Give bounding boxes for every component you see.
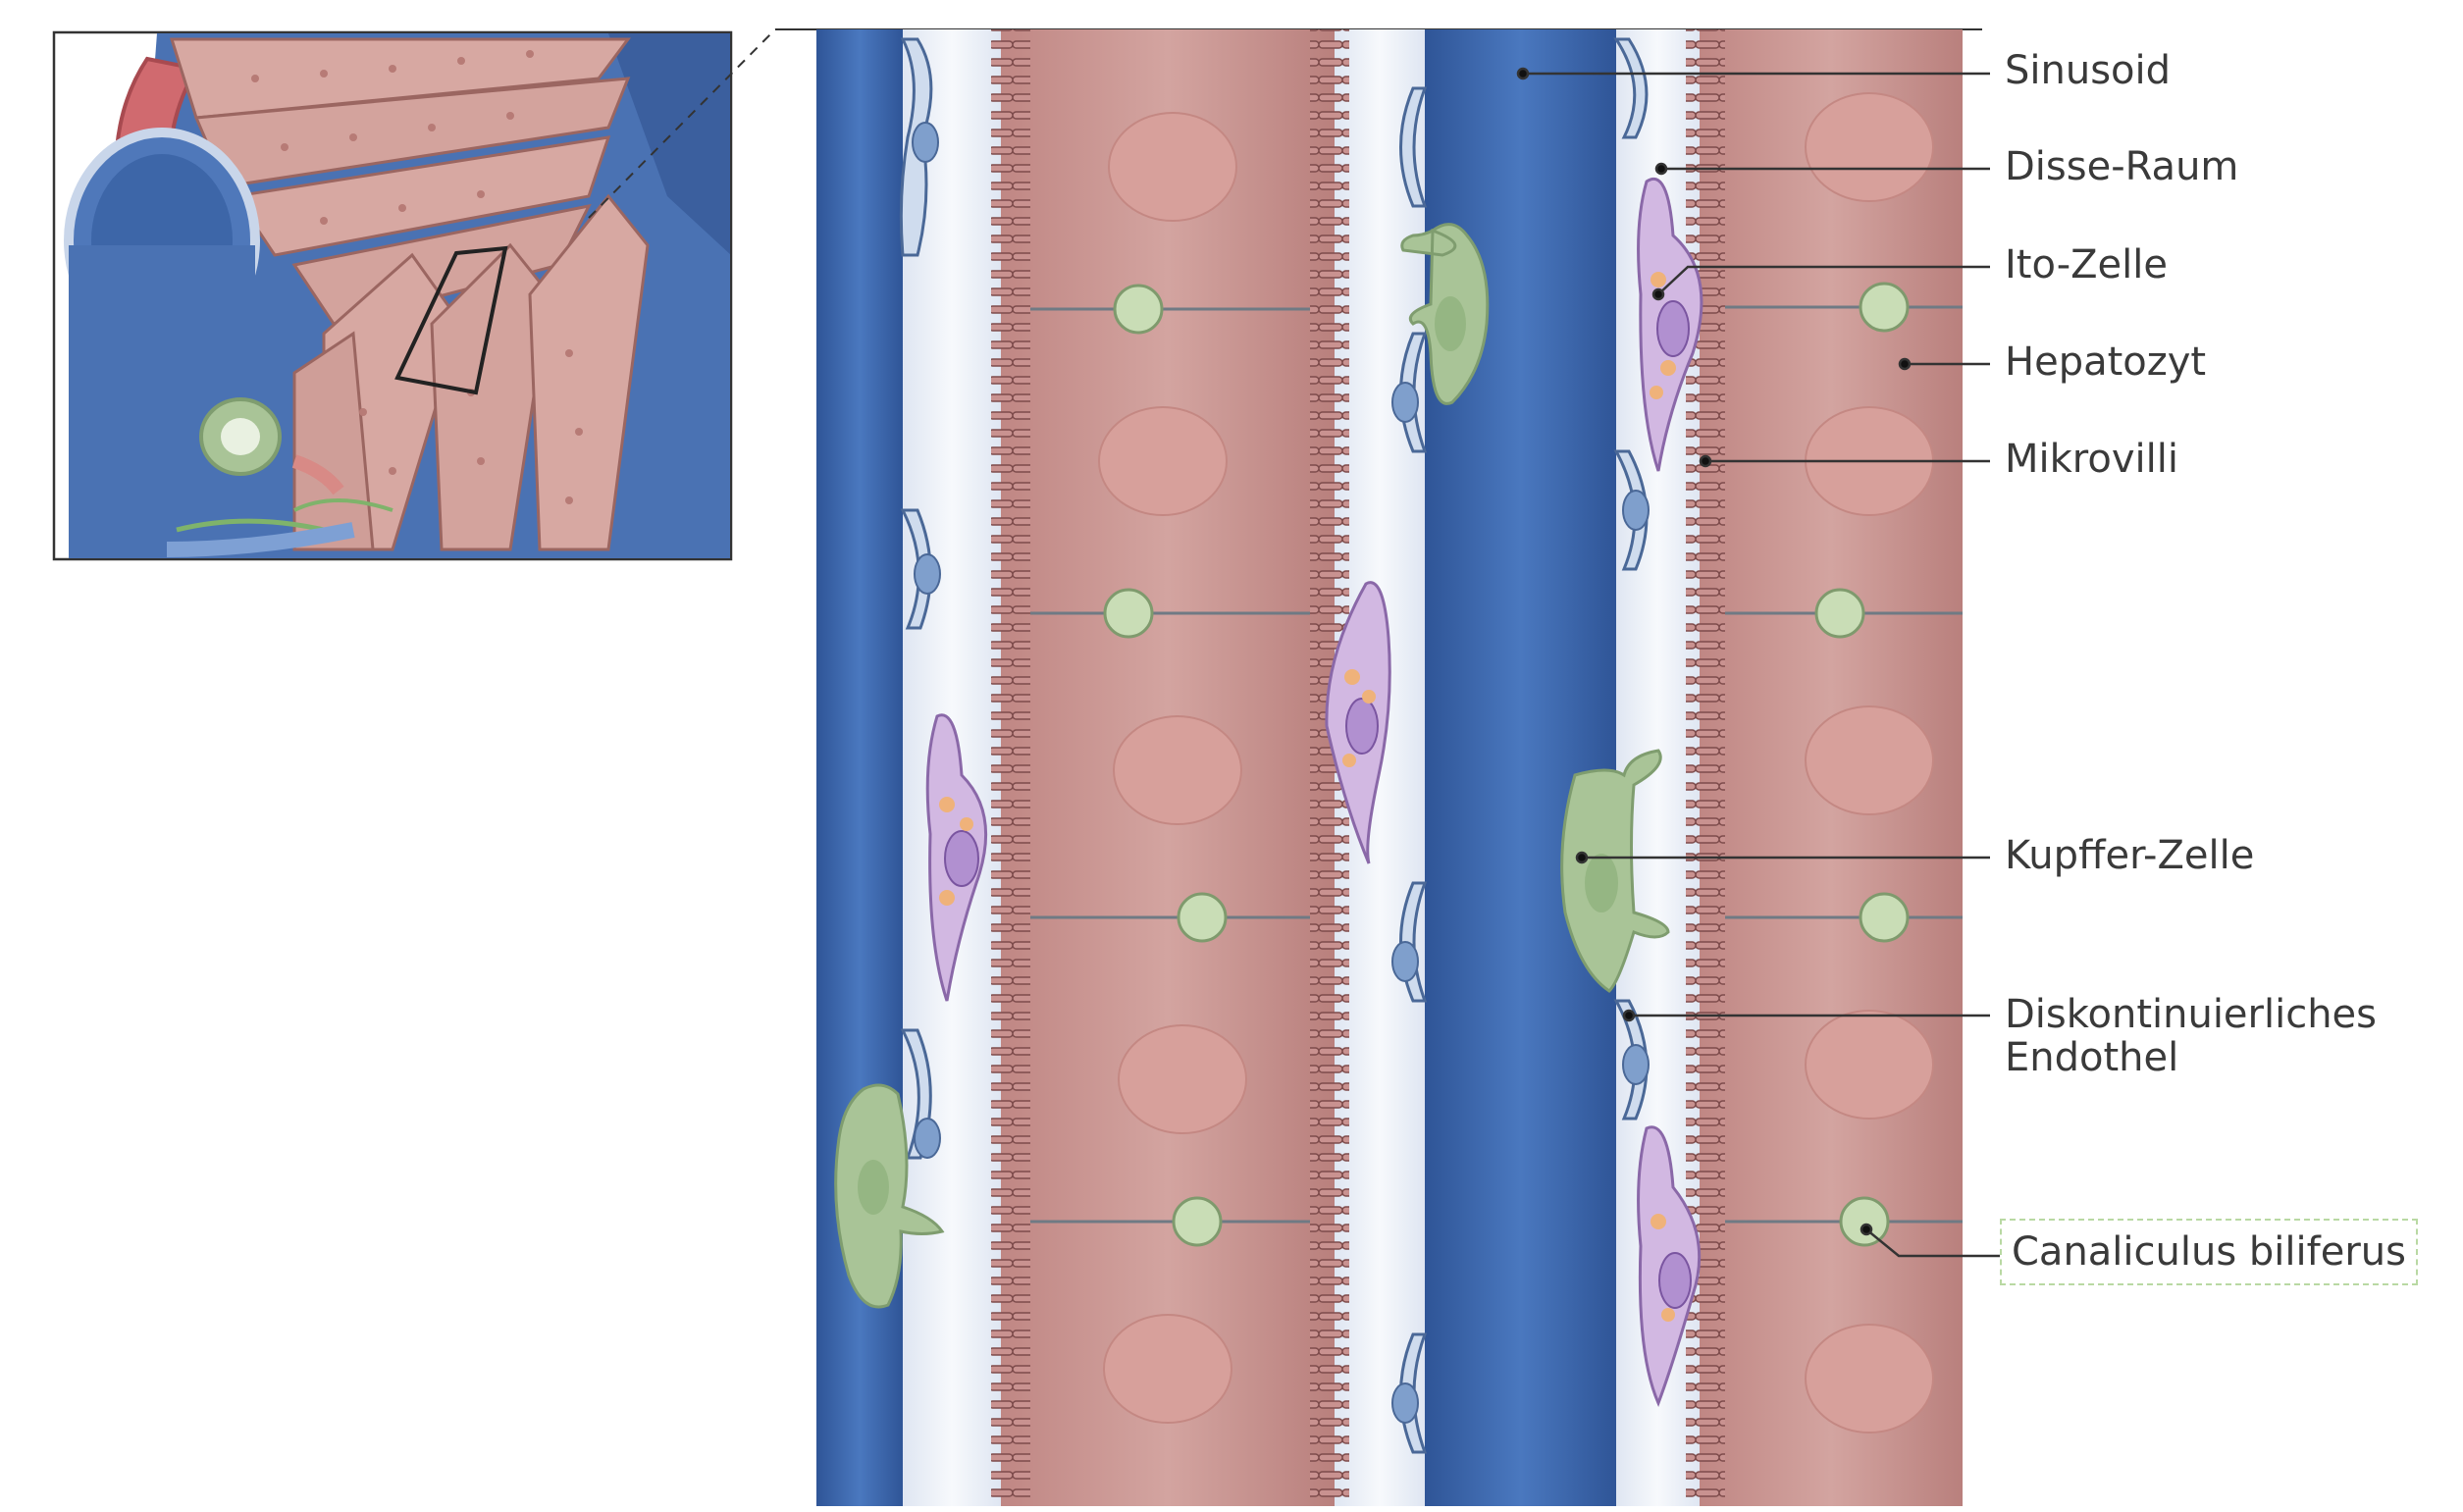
label-disse-raum: Disse-Raum [2005,144,2239,189]
label-mikrovilli: Mikrovilli [2005,437,2178,482]
ito-cells [925,177,1703,1407]
bile-canaliculi [1103,282,1910,1247]
hepatocyte-nuclei [1098,92,1934,1434]
overview-inset [52,28,785,561]
label-ito-zelle: Ito-Zelle [2005,242,2168,287]
label-diskontinuierliches-endothel: Diskontinuierliches Endothel [2005,993,2417,1079]
microvilli-strip [991,29,1030,1506]
label-hepatozyt: Hepatozyt [2005,339,2207,385]
label-kupffer-zelle: Kupffer-Zelle [2005,833,2255,878]
label-endothel-line-1: Diskontinuierliches [2005,992,2378,1037]
label-canaliculus-biliferus: Canaliculus biliferus [2000,1219,2418,1285]
label-sinusoid: Sinusoid [2005,48,2172,93]
main-sinusoid-panel [785,28,2000,1506]
leader-lines [1516,67,2000,1258]
label-endothel-line-2: Endothel [2005,1035,2179,1080]
